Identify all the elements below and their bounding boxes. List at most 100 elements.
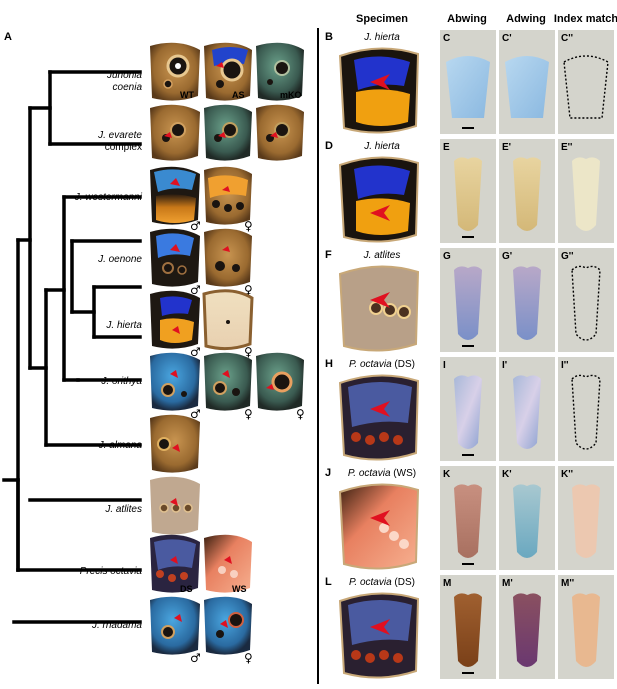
- taxon-almana: J. almana: [98, 440, 143, 451]
- specimen-row: L P. octavia (DS) M M' M'': [325, 575, 614, 679]
- wing-scale: [572, 593, 600, 667]
- phylogenetic-tree: [2, 70, 142, 624]
- red-arrow: [370, 510, 390, 526]
- wing-label-mko: mKO: [280, 90, 302, 100]
- header-adwing: Adwing: [506, 13, 546, 25]
- taxon-evarete-2: complex: [105, 142, 142, 153]
- specimen-row: D J. hierta E E' E'': [325, 139, 614, 243]
- female-symbol-orithya-2: ♀: [296, 407, 305, 421]
- wing-hierta-female: [202, 289, 254, 351]
- taxon-rhadama: J. rhadama: [91, 620, 142, 631]
- wing-scale: [446, 56, 490, 118]
- taxon-labels: Junonia coenia J. evarete complex J. wes…: [74, 70, 143, 631]
- sub-panel-label: G': [502, 251, 512, 262]
- female-symbol-hierta: ♀: [244, 345, 253, 359]
- red-arrow: [370, 74, 390, 90]
- sub-panel-label: I'': [561, 360, 569, 371]
- specimen-row: J P. octavia (WS) K K' K'': [325, 466, 614, 570]
- wing-scale: [454, 266, 482, 340]
- wing-coenia-mko: [256, 42, 304, 101]
- wing-scale: [513, 266, 541, 340]
- wing-scale: [454, 375, 482, 449]
- sub-panel-label: K': [502, 469, 512, 480]
- taxon-hierta: J. hierta: [105, 320, 142, 331]
- specimen-name: J. hierta: [363, 141, 400, 152]
- wing-evarete-1: [150, 104, 200, 161]
- right-rows: B J. hierta C C' C'' D J. hierta E E' E'' F J. atli…: [325, 30, 614, 679]
- panel-letter: J: [325, 467, 331, 479]
- wing-scale: [513, 484, 541, 558]
- male-symbol-oenone: ♂: [190, 283, 201, 297]
- wing-orithya-female-1: [204, 352, 252, 411]
- wing-almana: [150, 414, 200, 473]
- wing-westermanni-male: [150, 166, 200, 225]
- wing-orithya-female-2: [256, 352, 304, 411]
- panel-letter: F: [325, 249, 332, 261]
- wing-rhadama-female: [204, 596, 252, 655]
- sub-panel-label: C'': [561, 33, 573, 44]
- header-abwing: Abwing: [447, 13, 487, 25]
- wing-evarete-3: [256, 104, 304, 161]
- wing-oenone-female: [204, 228, 252, 287]
- red-arrow: [370, 205, 390, 221]
- scale-panel: [558, 248, 614, 352]
- wing-coenia-as: [204, 42, 252, 101]
- specimen-name: P. octavia (DS): [349, 577, 415, 588]
- sub-panel-label: C: [443, 33, 450, 44]
- panel-a-label: A: [4, 31, 12, 43]
- specimen-row: H P. octavia (DS) I I' I'': [325, 357, 614, 461]
- eyespot: [383, 303, 397, 317]
- female-symbol-oenone: ♀: [244, 283, 253, 297]
- pale-spot: [379, 523, 389, 533]
- wing-hierta-male: [150, 290, 200, 349]
- orange-spot: [351, 432, 361, 442]
- sub-panel-label: E'': [561, 142, 572, 153]
- sub-panel-label: E: [443, 142, 450, 153]
- header-index-match: Index match: [554, 13, 617, 25]
- sub-panel-label: G: [443, 251, 451, 262]
- wing-evarete-2: [204, 104, 252, 161]
- male-symbol-orithya: ♂: [190, 407, 201, 421]
- specimen-name: P. octavia (WS): [348, 468, 416, 479]
- wing-scale: [454, 484, 482, 558]
- specimen-name: J. atlites: [363, 250, 401, 261]
- wing-label-ds: DS: [180, 584, 193, 594]
- wing-label-wt: WT: [180, 90, 194, 100]
- sub-panel-label: K: [443, 469, 451, 480]
- specimen-name: J. hierta: [363, 32, 400, 43]
- sub-panel-label: M': [502, 578, 513, 589]
- orange-spot: [393, 653, 403, 663]
- pale-spot: [399, 539, 409, 549]
- wing-oenone-male: [150, 228, 200, 287]
- pale-spot: [389, 531, 399, 541]
- orange-spot: [365, 435, 375, 445]
- blue-scales: [348, 382, 412, 427]
- taxon-oenone: J. oenone: [97, 254, 142, 265]
- taxon-precis-octavia: Precis octavia: [80, 566, 143, 577]
- wing-scale: [513, 593, 541, 667]
- sub-panel-label: G'': [561, 251, 574, 262]
- header-specimen: Specimen: [356, 13, 408, 25]
- sub-panel-label: K'': [561, 469, 573, 480]
- wing-scale: [454, 157, 482, 231]
- orange-spot: [365, 653, 375, 663]
- blue-patch: [354, 56, 410, 90]
- specimen-row: B J. hierta C C' C'': [325, 30, 614, 134]
- index-outline: [571, 374, 601, 450]
- wing-scale: [505, 56, 549, 118]
- panel-letter: H: [325, 358, 333, 370]
- wing-octavia-ds: [150, 534, 200, 593]
- taxon-junonia-coenia-2: coenia: [113, 82, 143, 93]
- wing-label-as: AS: [232, 90, 245, 100]
- wing-coenia-wt: [150, 42, 200, 101]
- wing-thumbnails: WT AS mKO: [150, 42, 305, 665]
- index-outline: [571, 265, 601, 341]
- female-symbol-rhadama: ♀: [244, 651, 253, 665]
- orange-patch: [356, 89, 410, 126]
- taxon-atlites: J. atlites: [104, 504, 142, 515]
- red-arrow: [370, 619, 390, 635]
- red-arrow: [370, 292, 390, 308]
- wing-scale: [454, 593, 482, 667]
- panel-letter: L: [325, 576, 332, 588]
